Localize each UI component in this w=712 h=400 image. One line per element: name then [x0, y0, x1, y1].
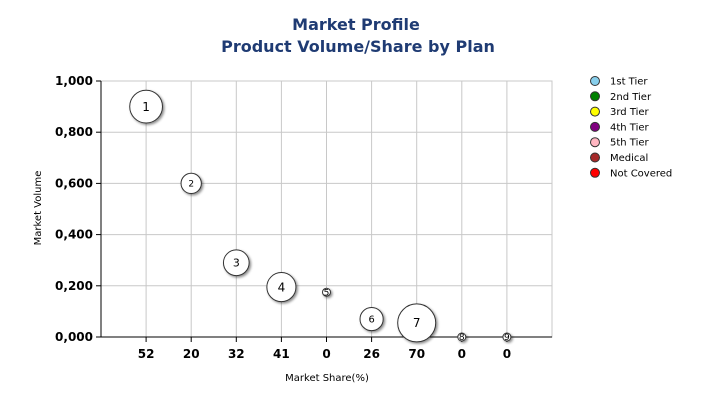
x-tick-label: 0 — [503, 347, 511, 361]
legend-label: Medical — [610, 153, 648, 164]
legend-marker — [590, 76, 600, 86]
bubble — [502, 332, 512, 342]
chart-subtitle: Product Volume/Share by Plan — [221, 37, 495, 56]
x-tick-label: 26 — [363, 347, 380, 361]
bubble — [397, 303, 437, 343]
legend-marker — [590, 106, 600, 117]
y-tick-label: 0,600 — [55, 176, 93, 190]
bubbles: 1 2 3 4 5 6 7 8 9 — [129, 89, 512, 343]
y-tick-label: 0,400 — [55, 228, 93, 242]
legend: 1st Tier 2nd Tier 3rd Tier 4th Tier 5th Tier… — [590, 76, 672, 179]
legend-label: 5th Tier — [610, 138, 650, 149]
x-tick-label: 0 — [322, 347, 330, 361]
legend-marker — [590, 91, 600, 102]
x-tick-label: 41 — [273, 347, 290, 361]
bubble-label: 3 — [233, 257, 240, 270]
bubble-label: 6 — [368, 315, 374, 326]
legend-marker — [590, 121, 600, 132]
bubble — [266, 272, 297, 303]
x-axis-label: Market Share(%) — [285, 373, 369, 384]
chart-title: Market Profile — [292, 15, 420, 34]
legend-label: Not Covered — [610, 168, 672, 179]
bubble-label: 2 — [188, 180, 194, 190]
x-tick-label: 0 — [458, 347, 466, 361]
x-tick-label: 32 — [228, 347, 245, 361]
axes — [96, 80, 552, 342]
bubble-label: 7 — [413, 316, 421, 330]
bubble — [457, 332, 467, 342]
legend-label: 3rd Tier — [610, 107, 650, 118]
y-axis-label: Market Volume — [33, 171, 44, 246]
bubble-label: 4 — [278, 280, 286, 294]
legend-label: 4th Tier — [610, 122, 650, 133]
y-tick-label: 0,800 — [55, 125, 93, 139]
y-tick-label: 0,200 — [55, 279, 93, 293]
y-tick-label: 1,000 — [55, 74, 93, 88]
bubble-label: 9 — [504, 333, 510, 343]
bubble-label: 5 — [324, 288, 330, 298]
bubble — [359, 307, 384, 332]
bubble — [129, 89, 163, 124]
x-tick-label: 70 — [408, 347, 425, 361]
bubble — [180, 172, 202, 195]
grid — [100, 80, 553, 338]
y-tick-label: 0,000 — [55, 330, 93, 344]
x-tick-label: 52 — [138, 347, 155, 361]
legend-label: 2nd Tier — [610, 92, 652, 103]
legend-marker — [590, 167, 600, 178]
bubble — [322, 287, 331, 297]
legend-marker — [590, 137, 600, 148]
x-tick-label: 20 — [183, 347, 200, 361]
bubble-label: 8 — [459, 333, 465, 343]
bubble — [222, 249, 250, 277]
legend-label: 1st Tier — [610, 77, 648, 88]
bubble-label: 1 — [142, 100, 150, 114]
legend-marker — [590, 152, 600, 163]
